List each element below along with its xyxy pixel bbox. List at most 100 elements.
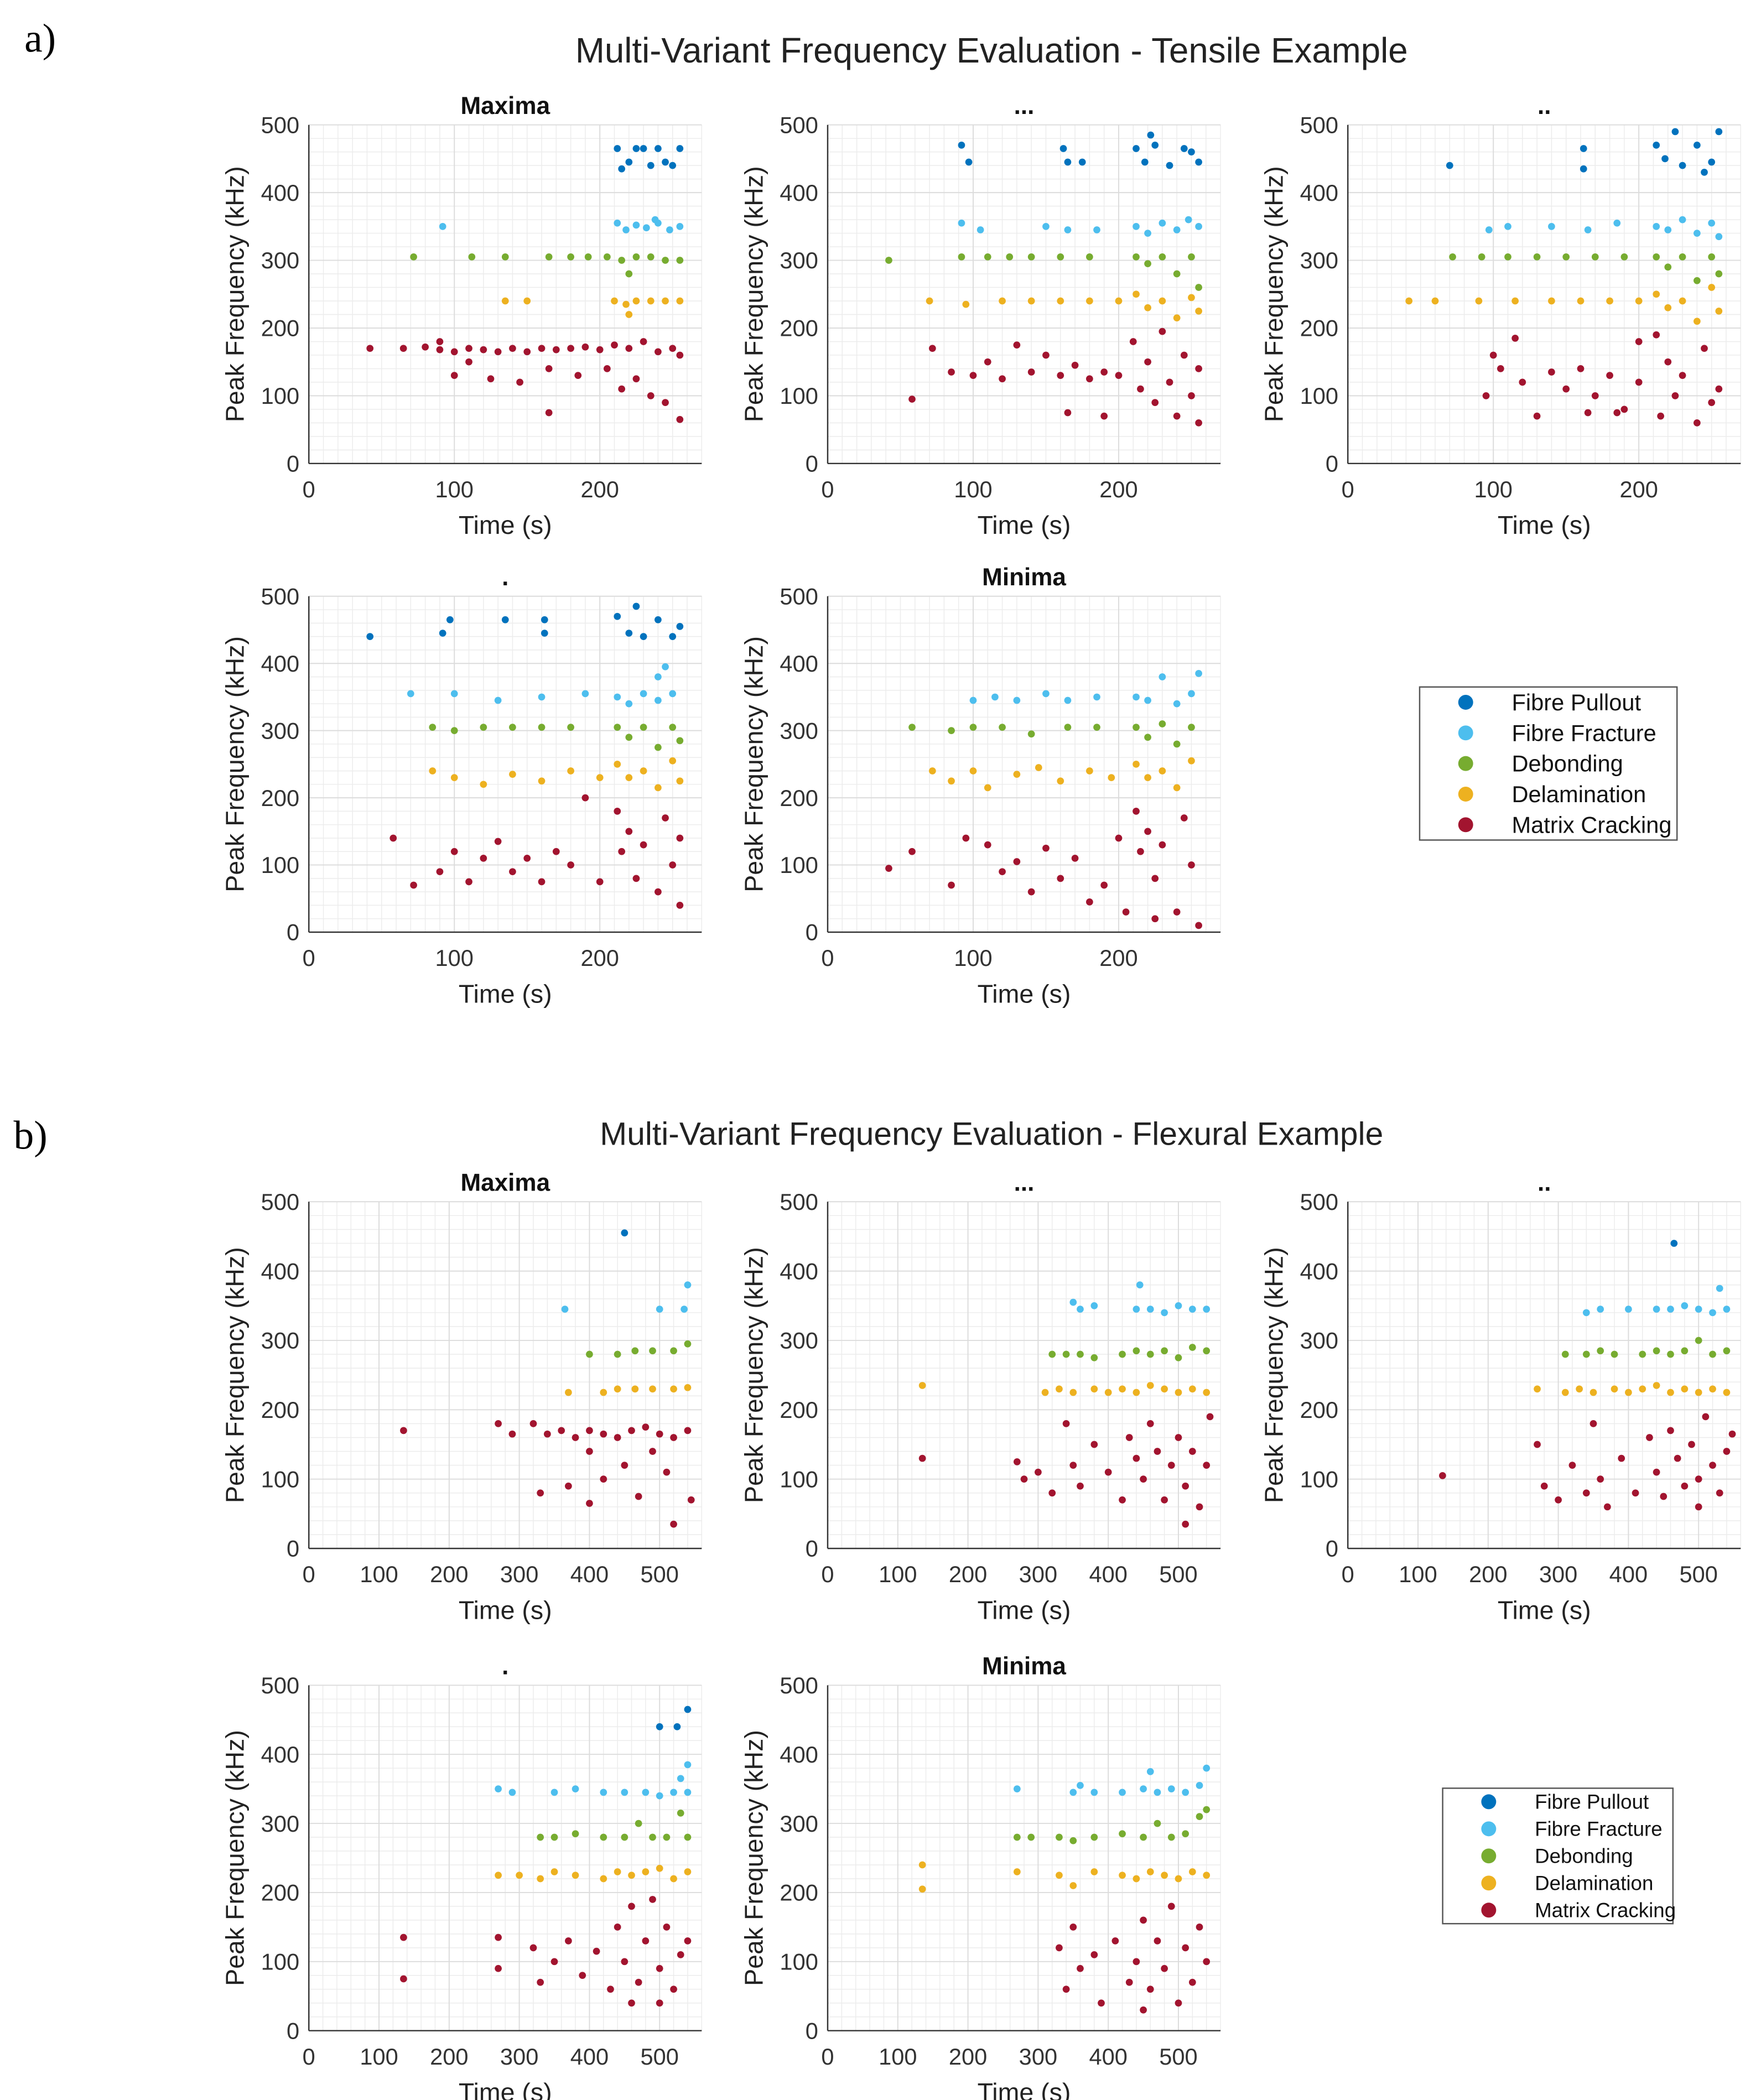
- x-axis-label: Time (s): [978, 979, 1071, 1008]
- subplot-title: Maxima: [460, 92, 550, 119]
- subplot-title: .: [502, 1653, 508, 1680]
- series-fibre-fracture: [439, 216, 684, 233]
- data-point: [1180, 145, 1188, 152]
- subplot-10: 0 100 200 300 400 500 0 100 200 300 400 500 Time (s)…: [739, 1653, 1221, 2100]
- subplot-title: .: [502, 564, 508, 591]
- data-point: [567, 724, 574, 731]
- data-point: [640, 690, 647, 698]
- data-point: [1146, 1350, 1154, 1358]
- data-point: [1167, 1785, 1175, 1793]
- data-point: [400, 1975, 407, 1983]
- data-point: [1122, 908, 1130, 916]
- data-point: [1069, 1298, 1077, 1306]
- data-point: [1115, 297, 1123, 305]
- data-point: [885, 257, 892, 264]
- series-fibre-pullout: [656, 1706, 692, 1730]
- data-point: [1175, 1875, 1182, 1883]
- subplot-title: Minima: [982, 1653, 1066, 1680]
- data-point: [567, 861, 574, 869]
- data-point: [600, 1789, 607, 1796]
- data-point: [677, 1775, 684, 1782]
- data-point: [656, 1964, 663, 1972]
- data-point: [1620, 253, 1628, 261]
- data-point: [1188, 294, 1195, 302]
- data-point: [635, 1820, 642, 1827]
- data-point: [1188, 1344, 1196, 1351]
- data-point: [1064, 158, 1072, 166]
- data-point: [669, 724, 677, 731]
- data-point: [1173, 740, 1181, 748]
- data-point: [676, 902, 684, 909]
- data-point: [676, 145, 684, 152]
- data-point: [948, 727, 955, 735]
- data-point: [1167, 1462, 1175, 1469]
- x-tick-label: 400: [570, 1561, 609, 1587]
- data-point: [1694, 277, 1701, 284]
- data-point: [1548, 368, 1555, 376]
- series-delamination: [1534, 1382, 1731, 1396]
- series-matrix-cracking: [918, 1413, 1214, 1528]
- data-point: [1653, 1468, 1660, 1476]
- data-point: [1100, 881, 1108, 889]
- data-point: [1140, 1916, 1147, 1924]
- data-point: [631, 1385, 639, 1393]
- data-point: [1620, 406, 1628, 413]
- data-point: [1086, 253, 1093, 261]
- data-point: [628, 1427, 635, 1434]
- data-point: [649, 1385, 656, 1393]
- data-point: [1159, 297, 1166, 305]
- data-point: [647, 253, 654, 261]
- data-point: [1188, 1385, 1196, 1393]
- data-point: [643, 224, 650, 232]
- y-tick-label: 200: [1300, 1397, 1338, 1423]
- y-tick-label: 300: [261, 1811, 299, 1837]
- data-point: [1144, 230, 1151, 237]
- data-point: [1151, 915, 1159, 923]
- data-point: [1115, 372, 1123, 380]
- data-point: [1715, 270, 1723, 278]
- series-debonding: [1449, 253, 1723, 284]
- data-point: [1144, 774, 1151, 782]
- y-tick-label: 400: [261, 180, 299, 206]
- x-tick-label: 200: [430, 2044, 468, 2070]
- x-tick-label: 100: [360, 2044, 398, 2070]
- data-point: [647, 392, 654, 399]
- legend-marker: [1458, 817, 1473, 833]
- data-point: [1093, 226, 1100, 233]
- series-matrix-cracking: [1439, 1413, 1736, 1511]
- data-point: [918, 1454, 926, 1462]
- series-delamination: [928, 757, 1195, 792]
- data-point: [1660, 1493, 1668, 1500]
- data-point: [1511, 334, 1519, 342]
- data-point: [1580, 165, 1587, 173]
- data-point: [1173, 314, 1181, 321]
- data-point: [545, 253, 553, 261]
- data-point: [1723, 1448, 1731, 1455]
- data-point: [1144, 828, 1151, 835]
- data-point: [918, 1885, 926, 1893]
- data-point: [1206, 1413, 1214, 1421]
- data-point: [654, 744, 662, 751]
- data-point: [1196, 1924, 1203, 1931]
- data-point: [1715, 233, 1723, 241]
- data-point: [400, 1933, 407, 1941]
- series-debonding: [537, 1809, 692, 1841]
- data-point: [1584, 226, 1592, 233]
- data-point: [600, 1475, 607, 1483]
- x-tick-label: 200: [1619, 476, 1658, 502]
- data-point: [1064, 409, 1072, 417]
- y-axis-label: Peak Frequency (kHz): [1260, 166, 1289, 422]
- data-point: [670, 1875, 677, 1883]
- data-point: [984, 784, 991, 792]
- data-point: [632, 602, 640, 610]
- data-point: [687, 1496, 695, 1504]
- x-tick-label: 100: [879, 1561, 917, 1587]
- data-point: [621, 1229, 628, 1237]
- y-tick-label: 0: [806, 451, 818, 477]
- data-point: [654, 784, 662, 792]
- data-point: [1098, 1999, 1105, 2007]
- data-point: [1108, 774, 1115, 782]
- data-point: [538, 693, 546, 701]
- data-point: [538, 878, 546, 886]
- data-point: [1140, 2006, 1147, 2014]
